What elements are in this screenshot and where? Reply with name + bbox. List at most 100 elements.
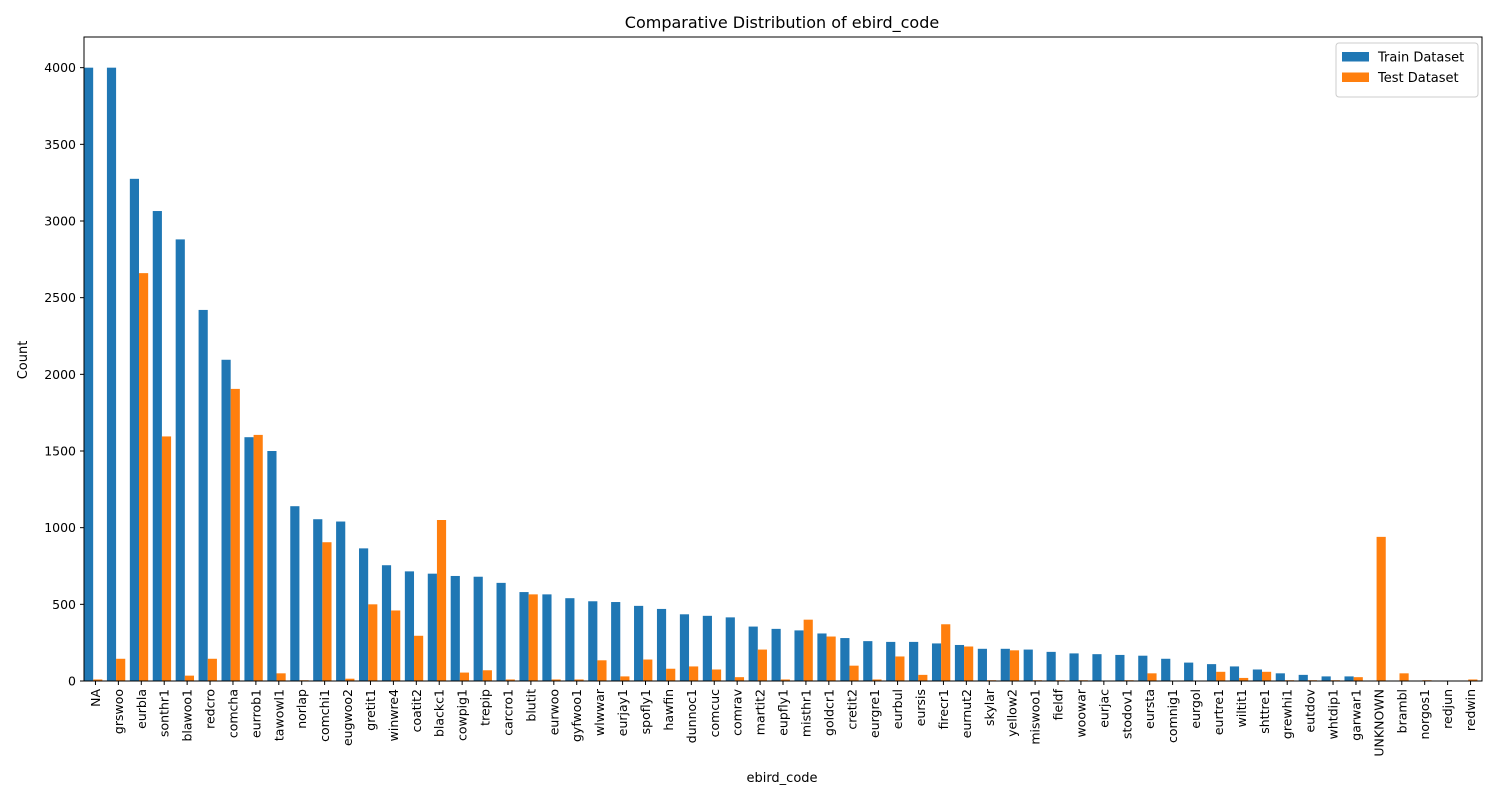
x-tick-label: cretit2	[844, 689, 859, 730]
test-bar-blackc1	[436, 520, 447, 681]
x-tick-label: eutdov	[1303, 688, 1318, 732]
test-bar-eurjay1	[620, 676, 630, 681]
test-bar-blawoo1	[184, 675, 195, 681]
x-tick-label: redjun	[1440, 689, 1455, 729]
x-tick-label: martit2	[753, 689, 768, 735]
train-bar-misthr1	[794, 630, 804, 681]
x-tick-label: UNKNOWN	[1371, 689, 1386, 757]
test-bar-gretit1	[368, 604, 378, 681]
x-tick-label: hawfin	[661, 689, 676, 731]
train-bar-eurbla	[129, 178, 140, 681]
x-tick-label: yellow2	[1005, 689, 1020, 737]
test-bar-firecr1	[941, 624, 951, 681]
train-bar-carcro1	[496, 582, 506, 681]
train-bar-hawfin	[656, 608, 667, 681]
train-bar-trepip	[473, 576, 483, 681]
x-tick-label: eurgre1	[867, 689, 882, 738]
test-bar-martit2	[757, 649, 767, 681]
y-axis-title: Count	[16, 341, 31, 380]
x-tick-label: redwin	[1463, 689, 1478, 731]
x-tick-label: gyfwoo1	[569, 689, 584, 742]
test-bar-comcha	[230, 388, 240, 681]
train-bar-goldcr1	[817, 633, 827, 681]
train-bar-gretit1	[359, 548, 369, 681]
train-bar-eugwoo2	[336, 521, 346, 681]
test-bar-eurwoo	[551, 679, 561, 681]
train-bar-cretit2	[840, 638, 850, 681]
x-tick-label: eursis	[913, 689, 928, 726]
x-tick-label: comcha	[225, 689, 240, 738]
train-bar-garwar1	[1344, 676, 1354, 681]
y-tick-label: 3500	[44, 137, 76, 152]
legend-box	[1335, 42, 1479, 98]
x-tick-label: blawoo1	[180, 689, 195, 742]
train-bar-dunnoc1	[679, 614, 690, 681]
test-bar-spofly1	[643, 659, 653, 681]
train-bar-comrav	[725, 617, 735, 681]
legend-swatch	[1342, 72, 1369, 82]
y-axis: 0 500 1000 1500 2000 2500 3000 3500 4000	[44, 60, 84, 689]
test-bar-coatit2	[414, 635, 424, 681]
train-bar-stodov1	[1115, 654, 1125, 681]
train-bar-norlap	[290, 506, 300, 681]
train-bar-wiltit1	[1229, 666, 1240, 681]
test-bar-winwre4	[391, 610, 401, 681]
x-tick-label: winwre4	[386, 689, 401, 741]
test-bar-comrav	[734, 677, 745, 681]
test-bar-yellow2	[1009, 650, 1020, 681]
train-bar-comcuc	[702, 615, 712, 681]
test-bar-eugwoo2	[345, 678, 355, 681]
test-bar-UNKNOWN	[1376, 536, 1386, 681]
train-bar-blutit	[519, 592, 529, 681]
x-tick-label: comrav	[730, 688, 745, 735]
x-tick-label: eurjay1	[615, 689, 630, 736]
x-tick-label: cowpig1	[455, 689, 470, 741]
test-bar-goldcr1	[826, 636, 836, 681]
x-tick-label: trepip	[478, 689, 493, 726]
test-bar-grswoo	[116, 658, 126, 681]
test-bar-comchi1	[322, 542, 332, 681]
train-bar-eurnut2	[954, 644, 965, 681]
x-tick-label: comnig1	[1165, 689, 1180, 743]
train-bar-comchi1	[313, 519, 323, 681]
x-tick-label: comcuc	[707, 689, 722, 737]
train-bar-yellow2	[1000, 648, 1010, 681]
x-tick-label: dunnoc1	[684, 689, 699, 743]
x-tick-label: tawowl1	[271, 689, 286, 741]
test-bar-eursta	[1147, 673, 1157, 681]
test-bar-eurgre1	[872, 679, 882, 681]
y-tick-label: 4000	[44, 60, 76, 75]
x-tick-label: firecr1	[936, 689, 951, 729]
train-bar-shttre1	[1252, 669, 1262, 681]
x-tick-label: wlwwar	[592, 688, 607, 736]
train-bar-eurbul	[886, 641, 896, 681]
x-tick-label: eurrob1	[248, 689, 263, 738]
y-tick-label: 1000	[44, 520, 76, 535]
test-bar-dunnoc1	[689, 666, 699, 681]
legend: Train Dataset Test Dataset	[1335, 42, 1479, 98]
train-bar-grswoo	[106, 67, 117, 682]
test-bar-hawfin	[666, 668, 676, 681]
train-bar-grewhi1	[1275, 673, 1285, 681]
train-bar-skylar	[977, 648, 987, 681]
x-tick-label: eurbla	[134, 689, 149, 729]
train-bar-comcha	[221, 359, 231, 681]
x-tick-label: eurtre1	[1211, 689, 1226, 735]
x-tick-label: redcro	[203, 689, 218, 729]
y-tick-label: 2000	[44, 367, 76, 382]
x-tick-label: whtdip1	[1326, 689, 1341, 739]
train-bar-eurrob1	[244, 437, 254, 681]
train-bar-sonthr1	[152, 211, 162, 681]
y-tick-label: 500	[52, 597, 76, 612]
train-bar-eurjay1	[611, 602, 621, 681]
train-bar-eupfly1	[771, 628, 781, 681]
x-tick-label: eurbul	[890, 689, 905, 729]
test-bar-redwin	[1468, 679, 1478, 681]
x-tick-label: garwar1	[1348, 689, 1363, 741]
train-bar-gyfwoo1	[565, 598, 575, 681]
x-axis-title: ebird_code	[746, 771, 817, 786]
test-bar-eurbla	[139, 273, 149, 681]
legend-label: Train Dataset	[1377, 51, 1464, 66]
x-tick-label: blutit	[523, 689, 538, 722]
